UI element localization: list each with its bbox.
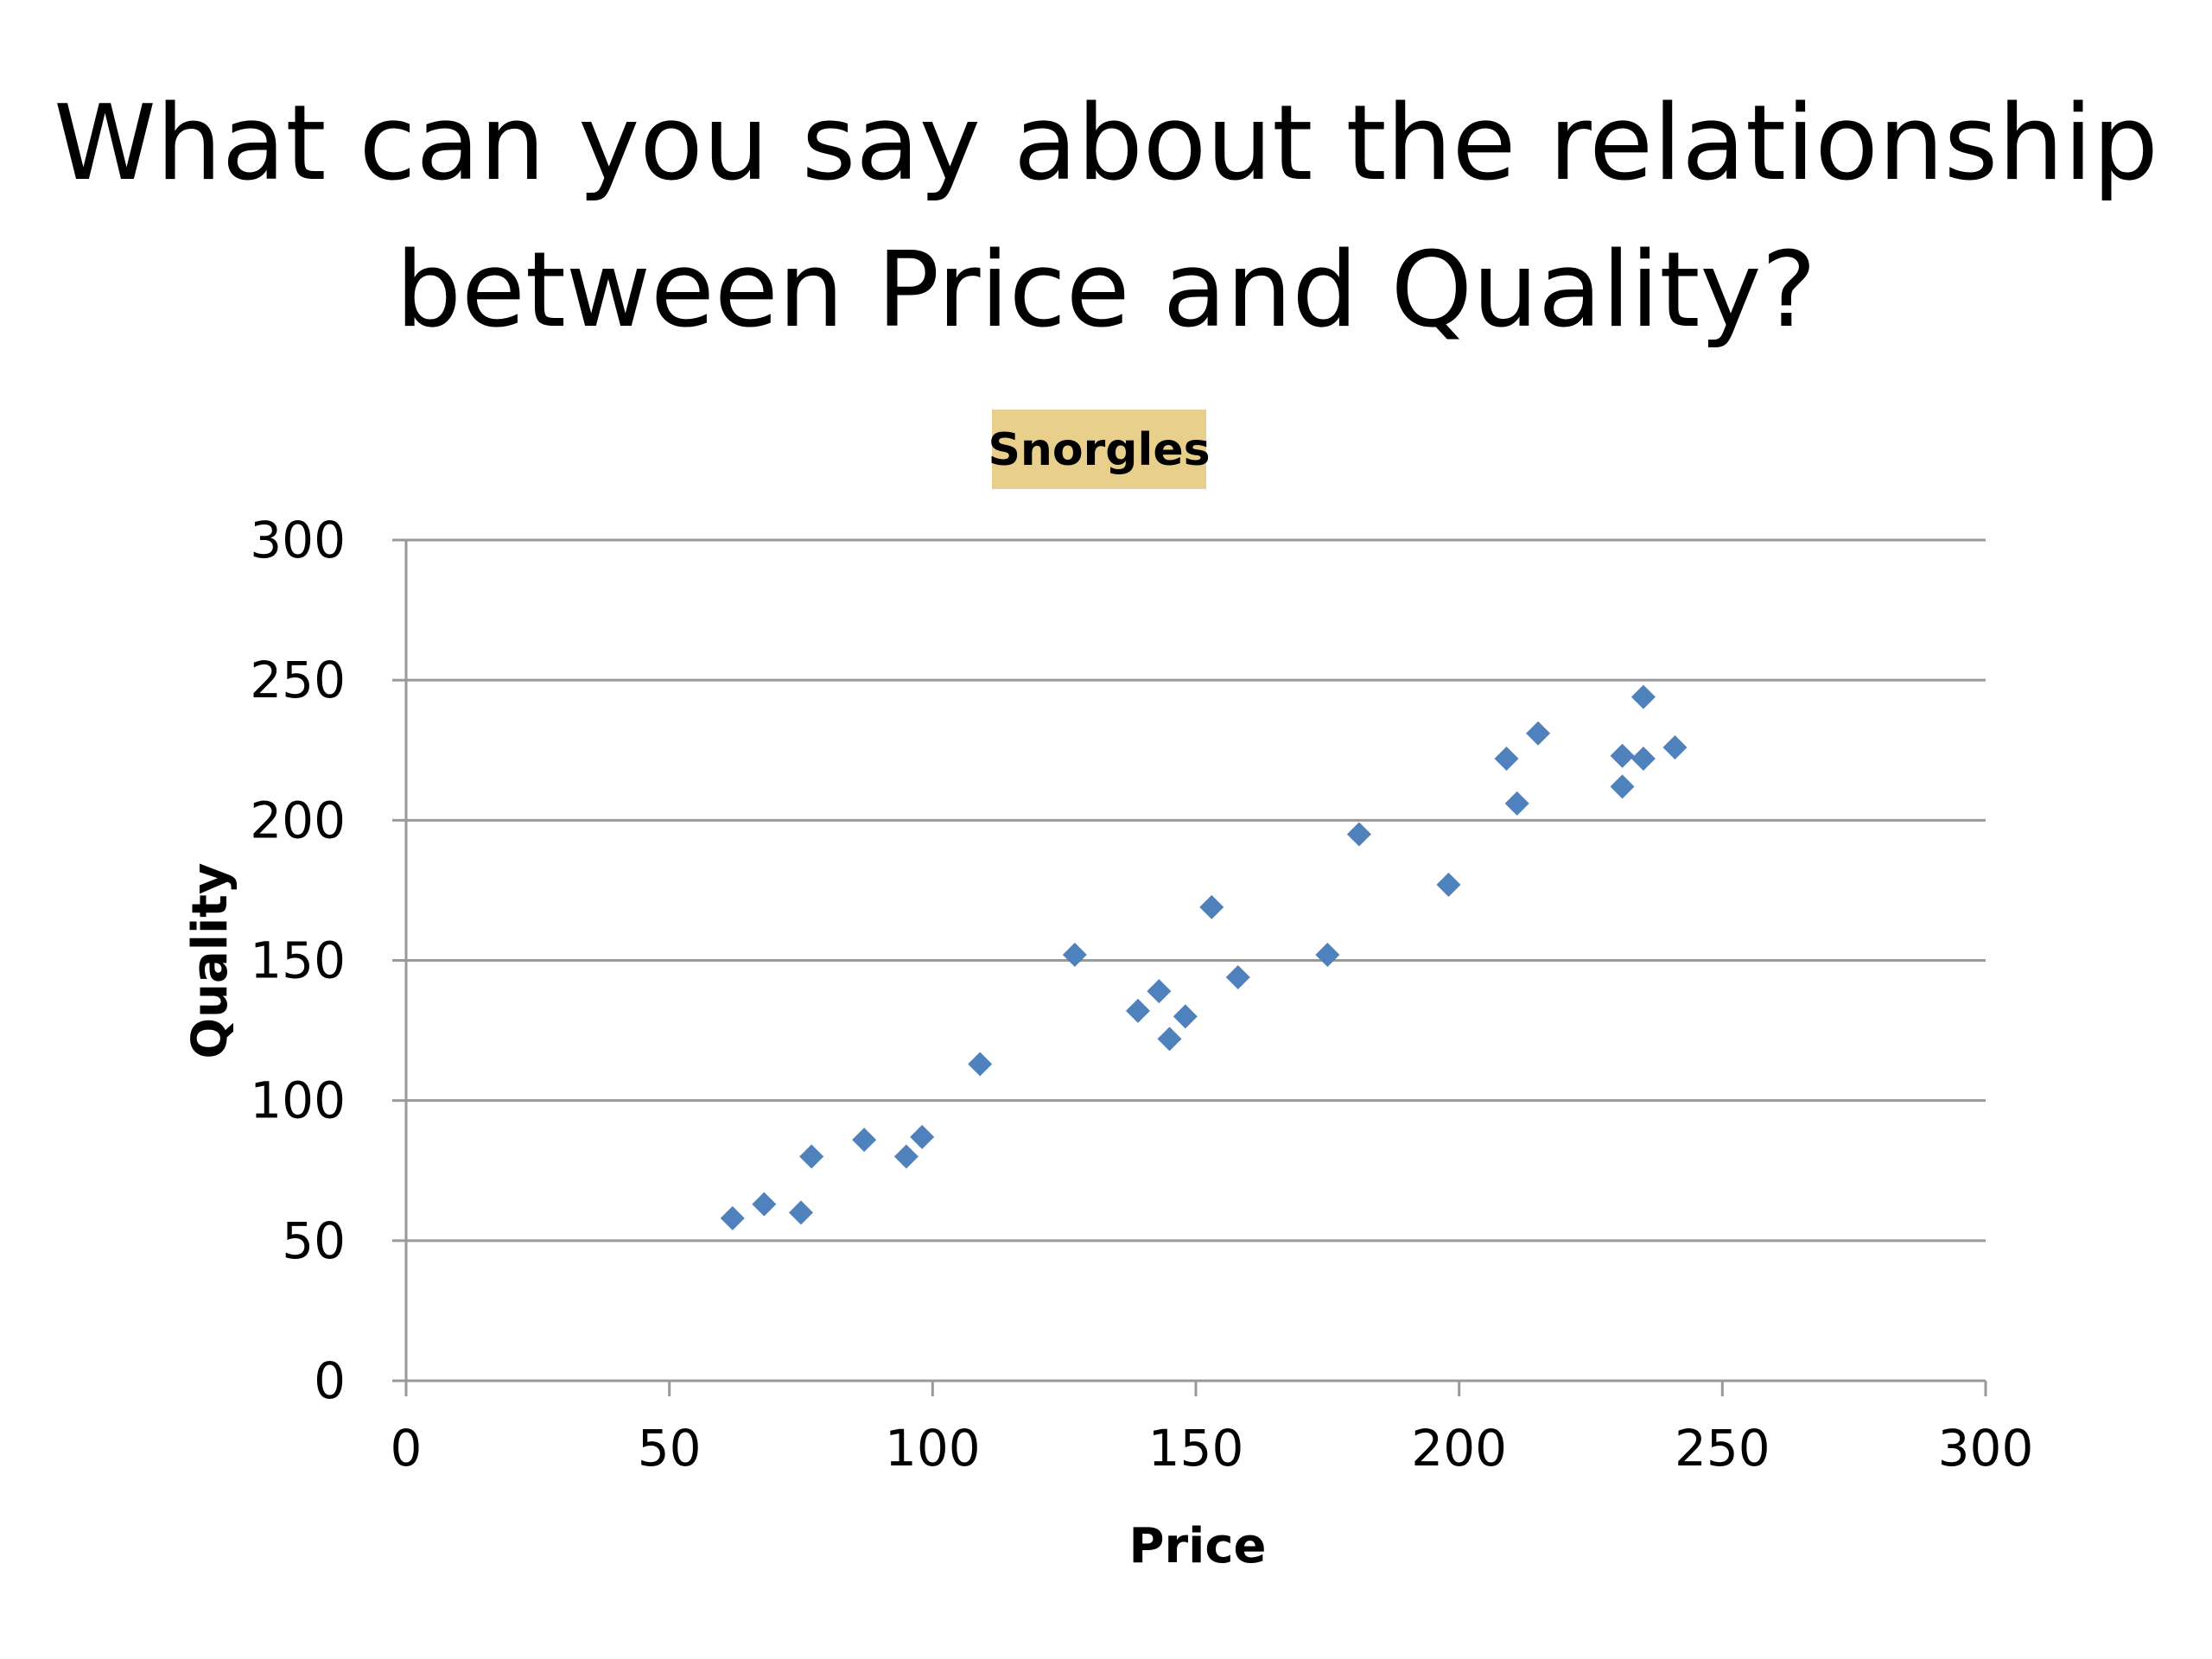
y-tick-label: 0 xyxy=(314,1351,346,1410)
data-point xyxy=(799,1144,824,1169)
y-tick-label: 150 xyxy=(250,931,346,990)
x-axis-title: Price xyxy=(1128,1518,1266,1574)
x-tick-label: 300 xyxy=(1938,1419,2034,1478)
data-point xyxy=(1494,746,1519,771)
data-point xyxy=(1436,872,1461,897)
data-point xyxy=(1630,684,1656,709)
x-tick-label: 0 xyxy=(391,1419,423,1478)
data-points xyxy=(720,684,1688,1230)
y-tick-label: 200 xyxy=(250,791,346,849)
y-tick-label: 100 xyxy=(250,1071,346,1130)
chart-title: Snorgles xyxy=(988,424,1210,476)
data-point xyxy=(852,1128,877,1153)
data-point xyxy=(1662,735,1688,760)
data-point xyxy=(1173,1004,1198,1029)
x-tick-label: 200 xyxy=(1411,1419,1507,1478)
data-point xyxy=(752,1192,777,1217)
chart-title-background xyxy=(992,410,1206,489)
data-point xyxy=(1346,822,1371,847)
data-point xyxy=(1062,943,1087,968)
data-point xyxy=(1504,791,1529,816)
data-point xyxy=(1125,998,1150,1023)
data-point xyxy=(1199,894,1224,919)
slide-title-line-2: between Price and Quality? xyxy=(395,231,1817,351)
chart-title-group: Snorgles xyxy=(988,410,1211,489)
data-point xyxy=(1157,1027,1182,1052)
data-point xyxy=(1225,964,1250,989)
data-point xyxy=(1147,979,1172,1004)
data-point xyxy=(910,1124,935,1149)
data-point xyxy=(1610,743,1635,768)
x-tick-label: 150 xyxy=(1148,1419,1244,1478)
data-point xyxy=(1630,746,1656,771)
y-tick-label: 50 xyxy=(282,1211,346,1270)
slide-title: What can you say about the relationship … xyxy=(0,71,2212,365)
x-tick-label: 50 xyxy=(638,1419,702,1478)
data-point xyxy=(789,1200,813,1225)
data-point xyxy=(893,1144,918,1169)
data-point xyxy=(968,1052,993,1077)
y-axis-title: Quality xyxy=(182,863,238,1059)
x-tick-label: 100 xyxy=(885,1419,981,1478)
gridlines xyxy=(406,538,1986,1243)
data-point xyxy=(720,1205,745,1230)
y-tick-labels: 0 50 100 150 200 250 300 xyxy=(250,511,346,1410)
slide-title-line-1: What can you say about the relationship xyxy=(54,84,2158,204)
data-point xyxy=(1315,943,1340,968)
y-tick-label: 250 xyxy=(250,651,346,709)
y-tick-label: 300 xyxy=(250,511,346,569)
x-tick-label: 250 xyxy=(1675,1419,1770,1478)
x-tick-labels: 0 50 100 150 200 250 300 xyxy=(391,1419,2034,1478)
data-point xyxy=(1526,721,1551,746)
data-point xyxy=(1610,774,1635,799)
axes xyxy=(392,538,1987,1396)
